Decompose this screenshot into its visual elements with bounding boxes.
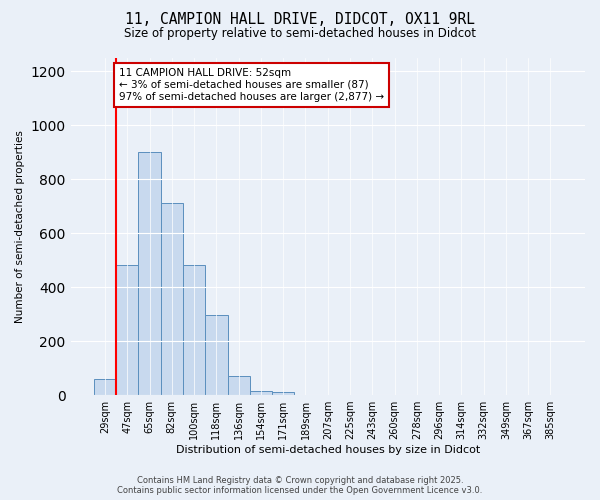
Text: Contains HM Land Registry data © Crown copyright and database right 2025.
Contai: Contains HM Land Registry data © Crown c… [118,476,482,495]
Text: 11, CAMPION HALL DRIVE, DIDCOT, OX11 9RL: 11, CAMPION HALL DRIVE, DIDCOT, OX11 9RL [125,12,475,28]
Bar [250,391,272,395]
Bar [272,392,295,395]
Bar [139,152,161,395]
X-axis label: Distribution of semi-detached houses by size in Didcot: Distribution of semi-detached houses by … [176,445,480,455]
Bar [183,266,205,395]
Bar [227,376,250,395]
Y-axis label: Number of semi-detached properties: Number of semi-detached properties [15,130,25,322]
Bar [116,266,139,395]
Bar [205,316,227,395]
Text: 11 CAMPION HALL DRIVE: 52sqm
← 3% of semi-detached houses are smaller (87)
97% o: 11 CAMPION HALL DRIVE: 52sqm ← 3% of sem… [119,68,384,102]
Text: Size of property relative to semi-detached houses in Didcot: Size of property relative to semi-detach… [124,28,476,40]
Bar [94,379,116,395]
Bar [161,204,183,395]
